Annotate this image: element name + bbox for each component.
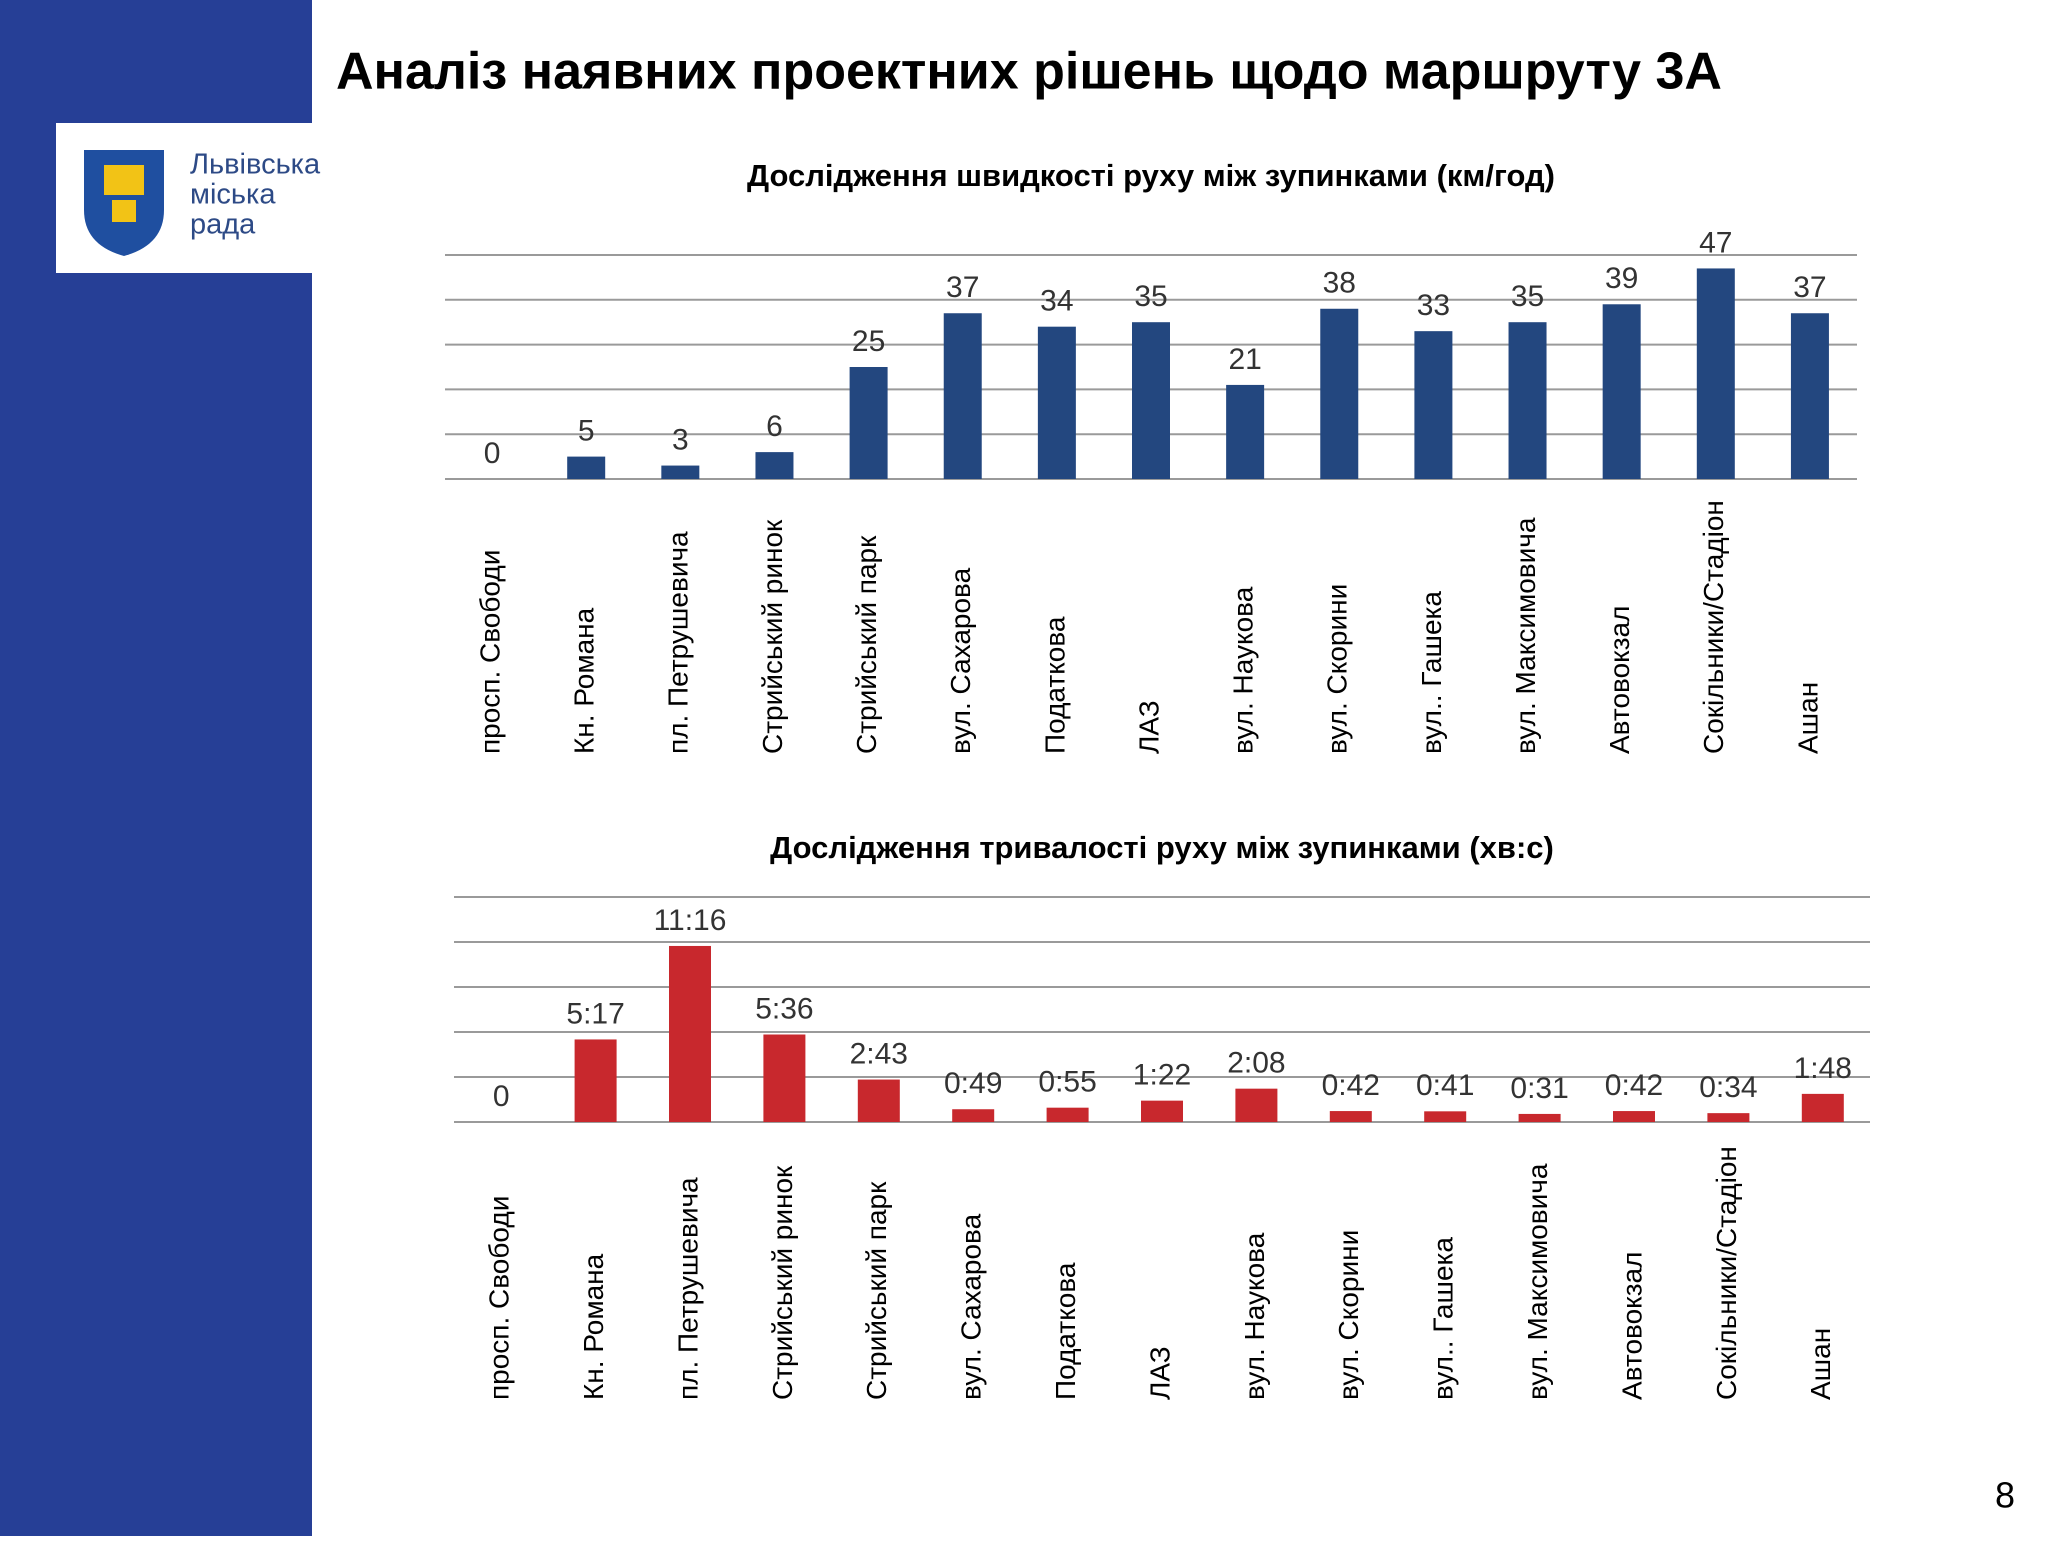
x-tick-label: Податкова [1039,616,1070,754]
value-label: 2:43 [850,1037,908,1070]
bar [1424,1111,1467,1122]
page-number: 8 [1995,1475,2015,1516]
x-tick-label: Ашан [1805,1328,1836,1400]
bar [1801,1093,1844,1122]
slide-title: Аналіз наявних проектних рішень щодо мар… [336,43,1722,101]
value-label: 0:34 [1699,1071,1757,1104]
value-label: 6 [766,410,783,443]
x-tick-label: Податкова [1050,1262,1081,1400]
bar [1414,331,1453,479]
value-label: 21 [1228,343,1261,376]
bar [1329,1111,1372,1122]
bar [669,945,711,1122]
value-label: 38 [1323,267,1356,300]
value-label: 0:42 [1605,1069,1663,1102]
bar [661,465,700,479]
bar [849,367,888,479]
x-tick-label: пл. Петрушевича [663,531,694,754]
x-tick-label: просп. Свободи [484,1196,515,1400]
bar [567,456,606,479]
x-tick-label: просп. Свободи [474,550,505,754]
bar [763,1034,806,1122]
value-label: 0:55 [1038,1066,1096,1099]
value-label: 0 [493,1080,510,1113]
logo-shield [84,150,164,256]
bar [574,1039,617,1122]
x-tick-label: Кн. Романа [578,1253,609,1400]
bar [1235,1088,1278,1122]
bar [1696,268,1735,479]
value-label: 39 [1605,262,1638,295]
bar [1132,322,1170,479]
value-label: 35 [1134,280,1167,313]
value-label: 37 [946,271,979,304]
value-label: 5:36 [755,992,813,1025]
bar [1707,1113,1750,1122]
bar [1518,1113,1561,1122]
x-tick-label: вул. Максимовича [1522,1163,1553,1400]
value-label: 1:22 [1133,1059,1191,1092]
value-label: 5:17 [566,997,624,1030]
x-tick-label: Сокільники/Стадіон [1711,1146,1742,1400]
value-label: 1:48 [1794,1052,1852,1085]
value-label: 33 [1417,289,1450,322]
x-tick-label: Стрийський ринок [767,1165,798,1400]
bar [1226,384,1265,479]
bar [952,1109,995,1122]
x-tick-label: Автовокзал [1616,1252,1647,1400]
bar [1046,1107,1089,1122]
value-label: 25 [852,325,885,358]
bar [1602,304,1641,479]
x-tick-label: вул. Наукова [1228,586,1259,754]
x-tick-label: вул. Сахарова [956,1213,987,1400]
value-label: 11:16 [654,904,727,937]
x-tick-label: Кн. Романа [569,607,600,754]
bar [943,313,982,479]
x-tick-label: Стрийський парк [851,535,882,754]
value-label: 0:49 [944,1067,1002,1100]
chart-title: Дослідження тривалості руху між зупинкам… [770,830,1554,865]
x-tick-label: Стрийський ринок [757,519,788,754]
x-tick-label: ЛАЗ [1144,1346,1175,1400]
x-tick-label: Стрийський парк [861,1181,892,1400]
value-label: 3 [672,423,689,456]
x-tick-label: Сокільники/Стадіон [1698,500,1729,754]
bar [1790,313,1829,479]
chart-title: Дослідження швидкості руху між зупинками… [747,158,1555,193]
value-label: 35 [1511,280,1544,313]
x-tick-label: вул. Скорини [1333,1230,1364,1400]
logo-text: рада [190,209,256,241]
bar [1508,322,1547,479]
bar [1037,326,1076,479]
value-label: 5 [578,415,595,448]
value-label: 2:08 [1227,1047,1285,1080]
x-tick-label: вул.. Гашека [1428,1237,1459,1400]
logo-text: Львівська [190,149,321,181]
bar [1613,1111,1655,1122]
x-tick-label: вул. Сахарова [945,567,976,754]
value-label: 47 [1699,226,1732,259]
value-label: 34 [1040,285,1073,318]
bar [857,1079,900,1122]
bar [1320,308,1359,479]
value-label: 0:41 [1416,1069,1474,1102]
value-label: 37 [1793,271,1826,304]
value-label: 0:42 [1322,1069,1380,1102]
value-label: 0 [484,437,501,470]
x-tick-label: ЛАЗ [1133,700,1164,754]
x-tick-label: Автовокзал [1604,606,1635,754]
x-tick-label: вул. Наукова [1239,1232,1270,1400]
x-tick-label: пл. Петрушевича [672,1177,703,1400]
x-tick-label: вул. Максимовича [1510,517,1541,754]
x-tick-label: вул.. Гашека [1416,591,1447,754]
x-tick-label: вул. Скорини [1322,584,1353,754]
value-label: 0:31 [1510,1072,1568,1105]
logo-text: міська [190,179,276,211]
x-tick-label: Ашан [1792,682,1823,754]
bar [1141,1100,1183,1122]
bar [755,452,794,479]
